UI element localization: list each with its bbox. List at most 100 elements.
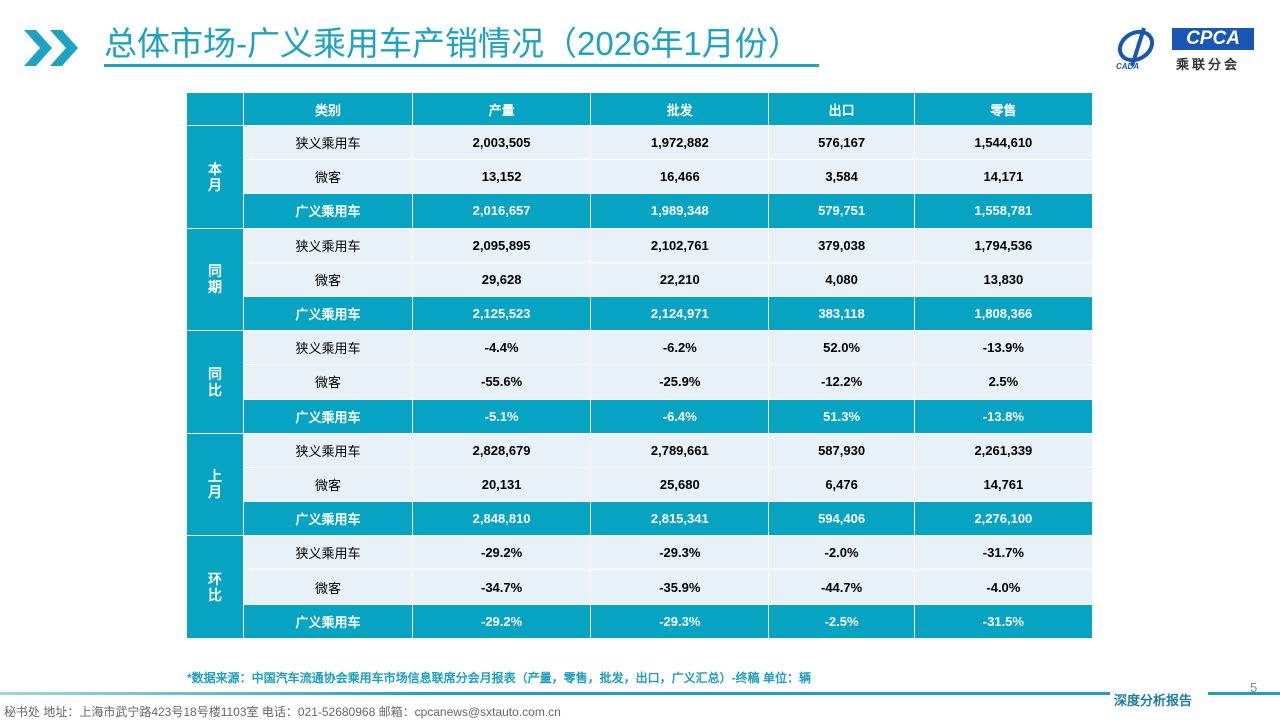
sales-table: 类别 产量 批发 出口 零售 本月狭义乘用车 2,003,505 1,972,882 576,… — [186, 92, 1094, 639]
value-cell: 3,584 — [768, 159, 915, 195]
value-cell: 51.3% — [768, 398, 915, 434]
value-cell: 2,261,339 — [913, 432, 1094, 468]
value-cell: -12.2% — [768, 364, 915, 400]
value-cell: 2,095,895 — [411, 227, 592, 263]
table-row: 环比狭义乘用车 -29.2% -29.3% -2.0% -31.7% — [186, 535, 1094, 639]
value-cell: -4.0% — [913, 569, 1094, 605]
value-cell: 594,406 — [768, 501, 915, 537]
category-cell: 微客 — [243, 569, 413, 605]
value-cell: 2,003,505 — [411, 124, 592, 161]
value-cell: -25.9% — [590, 364, 770, 400]
logo-small-text: CADA — [1116, 62, 1139, 70]
table-row: 微客 29,628 22,210 4,080 13,830 — [187, 261, 1094, 297]
table-row: 上月狭义乘用车 2,828,679 2,789,661 587,930 2,261,33… — [186, 432, 1094, 537]
value-cell: 2,815,341 — [590, 501, 770, 537]
value-cell: 587,930 — [768, 432, 915, 468]
footer-divider-right — [1208, 692, 1280, 695]
column-header: 出口 — [768, 92, 915, 126]
column-header: 零售 — [913, 92, 1094, 126]
value-cell: -6.2% — [590, 330, 770, 366]
value-cell: -2.5% — [768, 603, 915, 639]
category-cell: 狭义乘用车 — [243, 227, 413, 263]
value-cell: 1,544,610 — [913, 124, 1094, 161]
source-note: *数据来源：中国汽车流通协会乘用车市场信息联席分会月报表（产量，零售，批发，出口… — [187, 671, 812, 685]
cpca-logo: CADA CPCA 乘联分会 — [1112, 24, 1258, 74]
value-cell: 2,828,679 — [411, 432, 592, 468]
value-cell: -6.4% — [590, 398, 770, 434]
category-cell: 狭义乘用车 — [243, 432, 413, 468]
value-cell: -35.9% — [590, 569, 770, 605]
group-label: 环比 — [186, 535, 244, 639]
category-cell: 狭义乘用车 — [243, 124, 413, 161]
table-row: 同比狭义乘用车 -4.4% -6.2% 52.0% -13.9% — [186, 330, 1094, 434]
value-cell: -29.3% — [590, 603, 770, 639]
value-cell: -31.5% — [913, 603, 1094, 639]
value-cell: -13.8% — [913, 398, 1094, 434]
group-label: 同期 — [186, 227, 244, 332]
value-cell: 1,558,781 — [913, 193, 1094, 229]
value-cell: 2,102,761 — [590, 227, 770, 263]
value-cell: 13,152 — [411, 159, 592, 195]
group-label: 同比 — [186, 330, 244, 434]
footer-address: 秘书处 地址：上海市武宁路423号18号楼1103室 电话：021-526809… — [4, 705, 561, 719]
table-row: 微客 -34.7% -35.9% -44.7% -4.0% — [187, 569, 1094, 605]
footer-divider — [0, 692, 1110, 695]
report-tag: 深度分析报告 — [1114, 694, 1193, 709]
value-cell: -4.4% — [411, 330, 592, 366]
header-blank — [186, 92, 244, 126]
value-cell: -13.9% — [913, 330, 1094, 366]
column-header: 批发 — [590, 92, 770, 126]
value-cell: 2,016,657 — [411, 193, 592, 229]
category-cell: 广义乘用车 — [243, 193, 413, 229]
category-cell: 微客 — [243, 261, 413, 297]
value-cell: 2,276,100 — [913, 501, 1094, 537]
value-cell: 576,167 — [768, 124, 915, 161]
table-row: 广义乘用车 -5.1% -6.4% 51.3% -13.8% — [187, 398, 1094, 434]
value-cell: 1,989,348 — [590, 193, 770, 229]
value-cell: 25,680 — [590, 466, 770, 503]
value-cell: -2.0% — [768, 535, 915, 571]
table-row: 广义乘用车 2,016,657 1,989,348 579,751 1,558,781 — [187, 193, 1094, 229]
table-row: 广义乘用车 2,125,523 2,124,971 383,118 1,808,366 — [187, 295, 1094, 332]
value-cell: -55.6% — [411, 364, 592, 400]
value-cell: 13,830 — [913, 261, 1094, 297]
table-row: 微客 -55.6% -25.9% -12.2% 2.5% — [187, 364, 1094, 400]
category-cell: 广义乘用车 — [243, 398, 413, 434]
value-cell: 579,751 — [768, 193, 915, 229]
category-cell: 狭义乘用车 — [243, 535, 413, 571]
value-cell: 20,131 — [411, 466, 592, 503]
value-cell: -31.7% — [913, 535, 1094, 571]
table-row: 同期狭义乘用车 2,095,895 2,102,761 379,038 1,794,53… — [186, 227, 1094, 332]
category-cell: 广义乘用车 — [243, 295, 413, 332]
value-cell: 6,476 — [768, 466, 915, 503]
value-cell: -29.2% — [411, 535, 592, 571]
value-cell: 4,080 — [768, 261, 915, 297]
group-label: 上月 — [186, 432, 244, 537]
value-cell: 1,794,536 — [913, 227, 1094, 263]
category-cell: 广义乘用车 — [243, 603, 413, 639]
value-cell: 2,848,810 — [411, 501, 592, 537]
column-header: 产量 — [411, 92, 592, 126]
table-header: 类别 产量 批发 出口 零售 — [186, 92, 1094, 126]
page-number: 5 — [1250, 680, 1258, 695]
category-cell: 广义乘用车 — [243, 501, 413, 537]
category-cell: 微客 — [243, 159, 413, 195]
logo-emblem-icon: CADA — [1116, 27, 1155, 70]
value-cell: 1,972,882 — [590, 124, 770, 161]
group-label: 本月 — [186, 125, 244, 229]
table-row: 微客 20,131 25,680 6,476 14,761 — [187, 466, 1094, 503]
value-cell: 383,118 — [768, 295, 915, 332]
value-cell: -29.2% — [411, 603, 592, 639]
value-cell: 14,171 — [913, 159, 1094, 195]
category-cell: 微客 — [243, 364, 413, 400]
page-title: 总体市场-广义乘用车产销情况（2026年1月份） — [104, 24, 819, 67]
table-row: 微客 13,152 16,466 3,584 14,171 — [187, 159, 1094, 195]
value-cell: -44.7% — [768, 569, 915, 605]
double-chevron-icon — [24, 30, 78, 66]
value-cell: 2,789,661 — [590, 432, 770, 468]
logo-subtitle: 乘联分会 — [1176, 57, 1241, 72]
category-cell: 微客 — [243, 466, 413, 503]
table-row: 广义乘用车 2,848,810 2,815,341 594,406 2,276,100 — [187, 501, 1094, 537]
value-cell: 16,466 — [590, 159, 770, 195]
category-cell: 狭义乘用车 — [243, 330, 413, 366]
